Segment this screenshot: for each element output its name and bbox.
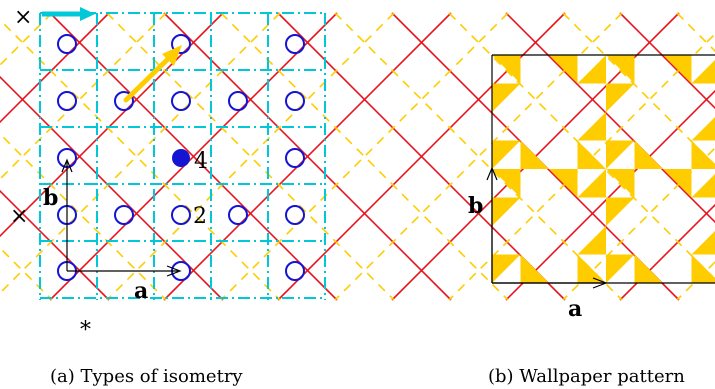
fourfold-center-filled — [172, 149, 190, 167]
rotation-center — [171, 34, 191, 54]
tile-triangle — [520, 254, 549, 283]
translation-arrow-yellow — [123, 45, 182, 103]
glide-line-dashed — [0, 18, 281, 301]
tile-triangle — [492, 169, 521, 198]
glide-line-dashed — [562, 146, 715, 301]
caption-right: (b) Wallpaper pattern — [488, 366, 685, 387]
rotation-centers — [57, 34, 305, 281]
wallpaper-pattern: b a — [468, 54, 715, 322]
tile-triangle — [663, 55, 692, 84]
tile-triangle — [606, 254, 635, 283]
glide-line-dashed — [106, 12, 395, 301]
tile-triangle — [606, 55, 635, 84]
tile-triangle — [577, 140, 606, 169]
reflection-line — [0, 12, 110, 124]
tile-triangle — [691, 117, 715, 141]
tile-triangle — [606, 83, 635, 112]
reflection-line — [0, 189, 110, 301]
label-a-right: a — [568, 296, 582, 322]
label-a-left: a — [134, 278, 148, 304]
tile-triangle — [549, 55, 578, 84]
rotation-center — [285, 91, 305, 111]
reflection-line — [619, 203, 715, 301]
marker-bottom: * — [80, 318, 91, 343]
tile-triangle — [606, 169, 635, 198]
reflection-line — [49, 12, 338, 301]
label-four: 4 — [194, 149, 208, 174]
rotation-center — [285, 148, 305, 168]
marker-top: × — [14, 5, 32, 30]
tile-triangle — [691, 60, 715, 84]
tile-triangle — [634, 254, 663, 283]
tile-triangle — [520, 140, 549, 169]
glide-line-dashed — [0, 132, 167, 301]
rotation-center — [285, 261, 305, 281]
tile-triangle — [577, 55, 606, 84]
translation-arrow-cyan — [42, 7, 95, 21]
label-b-right: b — [468, 193, 483, 219]
tile-triangle — [577, 254, 606, 283]
lattice-vector-b — [61, 158, 73, 271]
tile-triangle — [492, 197, 521, 226]
tile-triangle — [691, 254, 715, 283]
glide-line-dashed — [448, 12, 715, 281]
glide-line-dashed — [0, 12, 53, 67]
tile-triangle — [492, 254, 521, 283]
glide-line-dashed — [334, 12, 623, 301]
rotation-center — [285, 205, 305, 225]
rotation-center — [285, 34, 305, 54]
glide-line-dashed — [220, 12, 509, 301]
tile-triangle — [492, 55, 521, 84]
reflection-line — [619, 12, 715, 110]
lattice-vector-a — [67, 265, 182, 277]
isometry-diagram: × × * b a 4 2 — [0, 5, 715, 343]
caption-left: (a) Types of isometry — [50, 366, 243, 387]
wallpaper-tiles — [492, 55, 715, 283]
tile-triangle — [606, 197, 635, 226]
label-b-left: b — [43, 185, 58, 211]
rotation-center — [114, 91, 134, 111]
tile-triangle — [577, 169, 606, 198]
tile-triangle — [691, 174, 715, 198]
reflection-line — [163, 12, 452, 301]
rotation-center — [171, 91, 191, 111]
tile-triangle — [577, 226, 606, 255]
rotation-center — [57, 91, 77, 111]
tile-triangle — [549, 169, 578, 198]
tile-triangle — [492, 83, 521, 112]
lattice-vector-b-right — [486, 166, 498, 283]
rotation-center — [228, 91, 248, 111]
glide-line-dashed — [0, 12, 167, 181]
label-two: 2 — [193, 204, 207, 229]
tile-triangle — [634, 140, 663, 169]
marker-mid: × — [10, 204, 28, 229]
tile-triangle — [691, 140, 715, 169]
glide-line-dashed — [0, 246, 53, 301]
rotation-center — [228, 205, 248, 225]
rotation-center — [114, 205, 134, 225]
glide-line-dashed — [562, 12, 715, 167]
tile-triangle — [691, 231, 715, 255]
lattice-vector-a-right — [492, 277, 608, 289]
tile-triangle — [577, 112, 606, 141]
glide-line-dashed — [0, 12, 281, 295]
rotation-center — [57, 34, 77, 54]
tile-triangle — [663, 169, 692, 198]
tile-triangle — [492, 140, 521, 169]
tile-triangle — [606, 140, 635, 169]
rotation-center — [171, 205, 191, 225]
